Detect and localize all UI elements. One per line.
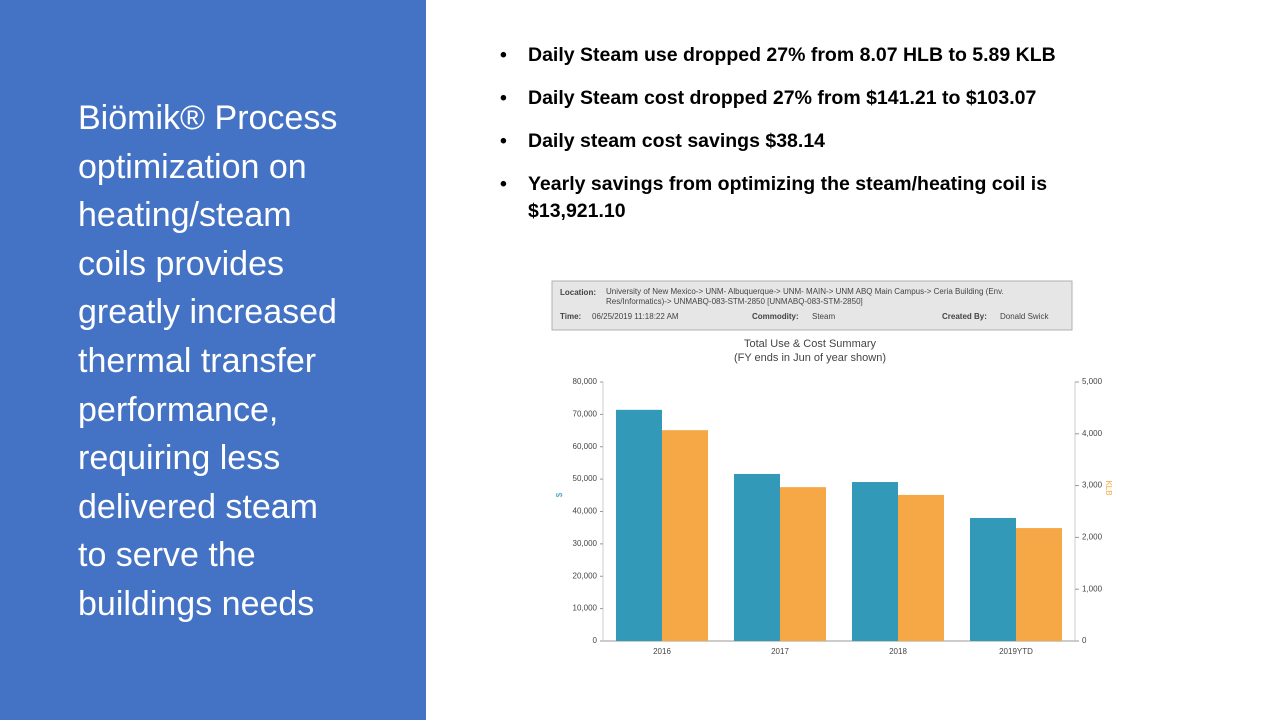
bullet: Daily steam cost savings $38.14: [500, 128, 1140, 155]
y-tick-label: 70,000: [573, 409, 598, 418]
x-tick-label: 2016: [653, 647, 671, 656]
side-panel: Biömik® Process optimization on heating/st…: [0, 0, 426, 720]
bullet: Daily Steam cost dropped 27% from $141.2…: [500, 85, 1140, 112]
bar: [616, 409, 662, 641]
chart-subtitle: (FY ends in Jun of year shown): [734, 352, 886, 364]
y2-tick-label: 5,000: [1082, 377, 1103, 386]
heading-line: performance,: [78, 390, 279, 429]
heading-line: coils provides: [78, 244, 284, 283]
x-tick-label: 2017: [771, 647, 789, 656]
heading-line: to serve the: [78, 536, 256, 575]
location-label: Location:: [560, 288, 596, 297]
y2-tick-label: 4,000: [1082, 429, 1103, 438]
heading-line: Biömik® Process: [78, 99, 338, 137]
y-tick-label: 10,000: [573, 604, 598, 613]
y-tick-label: 40,000: [573, 507, 598, 516]
y-tick-label: 30,000: [573, 539, 598, 548]
y-axis-label: $: [555, 492, 564, 497]
bar: [734, 473, 780, 641]
bullet-list: Daily Steam use dropped 27% from 8.07 HL…: [500, 42, 1140, 241]
created-label: Created By:: [942, 312, 987, 321]
y-tick-label: 20,000: [573, 571, 598, 580]
bullet: Daily Steam use dropped 27% from 8.07 HL…: [500, 42, 1140, 69]
bullet: Yearly savings from optimizing the steam…: [500, 171, 1140, 225]
bar: [898, 494, 944, 641]
heading-line: buildings needs: [78, 584, 315, 623]
heading-line: thermal transfer: [78, 341, 317, 380]
y2-axis-label: KLB: [1104, 480, 1113, 495]
y-tick-label: 60,000: [573, 442, 598, 451]
heading: Biömik® Process optimization on heating/st…: [78, 94, 337, 629]
location: University of New Mexico-> UNM- Albuquer…: [606, 287, 1004, 306]
heading-line: delivered steam: [78, 487, 319, 526]
heading-line: optimization on: [78, 147, 307, 186]
time: 06/25/2019 11:18:22 AM: [592, 312, 679, 321]
y-tick-label: 80,000: [573, 377, 598, 386]
x-tick-label: 2019YTD: [999, 647, 1033, 656]
y2-tick-label: 3,000: [1082, 481, 1103, 490]
location-box: University of New Mexico-> UNM- Albuquer…: [606, 287, 1004, 306]
y2-tick-label: 2,000: [1082, 533, 1103, 542]
heading-line: heating/steam: [78, 196, 292, 235]
commodity-label: Commodity:: [752, 312, 799, 321]
bar: [852, 482, 898, 641]
y2-tick-label: 1,000: [1082, 584, 1103, 593]
y-tick-label: 50,000: [573, 474, 598, 483]
commodity: Steam: [812, 312, 835, 321]
created: Donald Swick: [1000, 312, 1049, 321]
bar: [780, 487, 826, 641]
y2-tick-label: 0: [1082, 636, 1087, 645]
bar: [662, 430, 708, 641]
time-label: Time:: [560, 312, 581, 321]
header-box: [551, 280, 1073, 331]
heading-line: greatly increased: [78, 293, 337, 332]
heading-line: requiring less: [78, 439, 281, 478]
bar: [970, 517, 1016, 641]
bar: [1016, 528, 1062, 641]
x-tick-label: 2018: [889, 647, 907, 656]
y-tick-label: 0: [593, 636, 598, 645]
chart-title: Total Use & Cost Summary: [744, 338, 877, 350]
